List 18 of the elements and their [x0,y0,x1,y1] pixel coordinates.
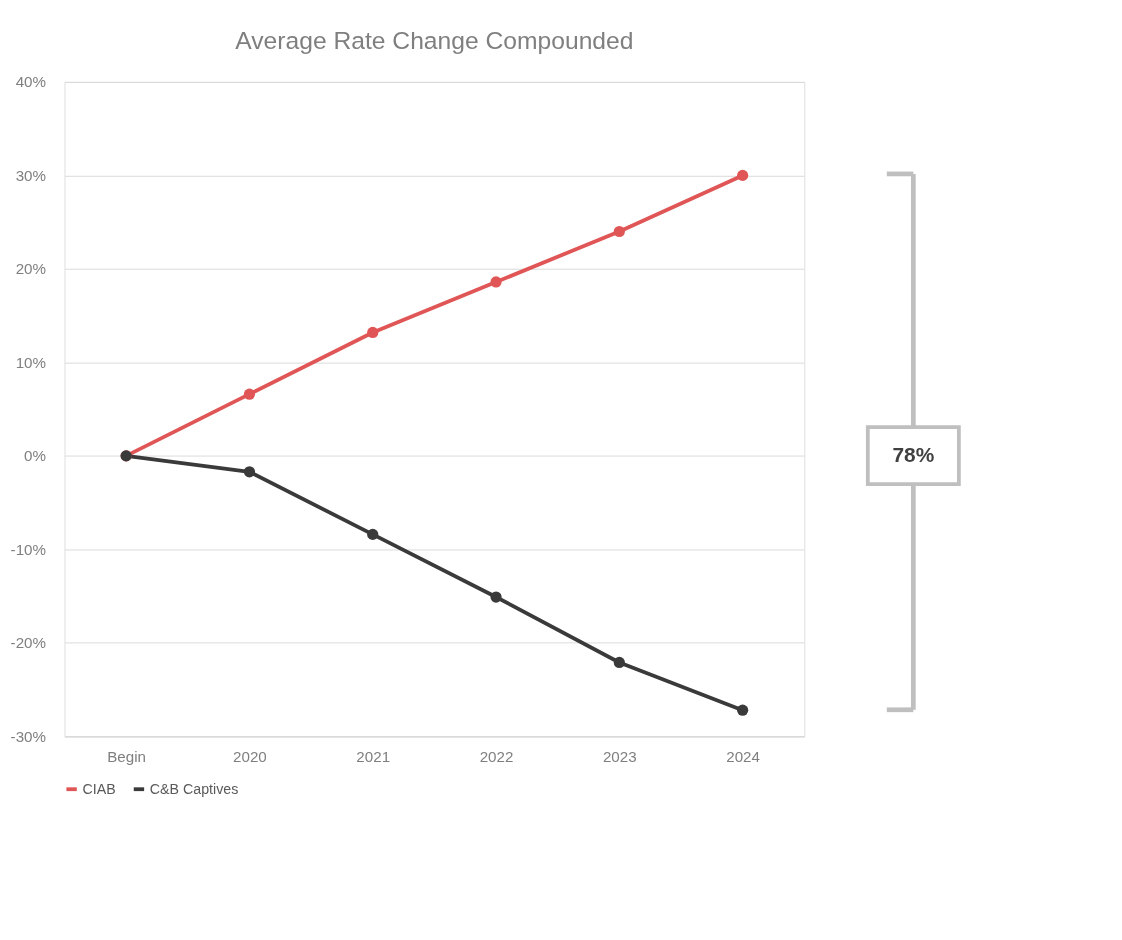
y-tick-label: 20% [15,260,46,278]
text: 78% [892,443,935,467]
y-tick-label: 30% [15,166,46,184]
x-tick-label: 2020 [233,748,267,766]
x-tick-label: 2022 [479,748,514,766]
x-tick-label: 2024 [726,748,760,766]
y-tick-label: 40% [15,73,46,91]
x-tick-label: Begin [107,748,146,766]
x-tick-label: 2021 [356,748,391,766]
y-tick-label: -10% [10,540,46,558]
y-tick-label: 0% [24,447,46,465]
x-tick-label: 2023 [602,748,637,766]
y-tick-label: -20% [10,634,46,652]
y-tick-label: -30% [10,727,46,745]
chart-title: Average Rate Change Compounded [235,26,634,54]
y-tick-label: 10% [15,353,46,371]
legend-label: CIAB [82,780,116,797]
legend-label: C&B Captives [149,780,239,797]
